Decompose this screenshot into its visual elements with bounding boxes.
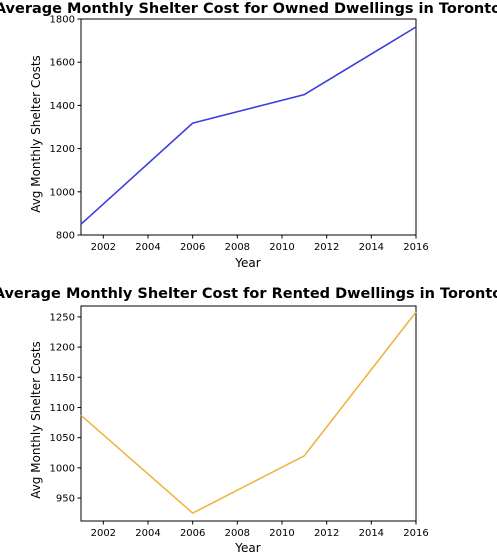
x-tick-label: 2014: [359, 528, 384, 539]
x-axis-label: Year: [234, 256, 260, 270]
series-line: [80, 26, 417, 225]
y-tick-label: 1050: [50, 433, 75, 444]
y-tick-label: 1000: [50, 187, 75, 198]
y-tick-label: 1150: [50, 373, 75, 384]
x-tick-label: 2016: [403, 242, 428, 253]
y-tick-label: 1600: [50, 58, 75, 69]
series-lines: [80, 26, 417, 225]
y-axis-ticks: 950 1000 1050 1100 1150 1200 1250: [50, 312, 81, 505]
x-tick-label: 2016: [403, 528, 428, 539]
x-tick-label: 2002: [91, 528, 116, 539]
y-axis-label: Avg Monthly Shelter Costs: [29, 341, 43, 499]
chart-title: Average Monthly Shelter Cost for Owned D…: [0, 1, 497, 17]
x-tick-label: 2012: [314, 528, 339, 539]
x-tick-label: 2010: [269, 242, 294, 253]
y-tick-label: 800: [56, 231, 75, 242]
rented-dwellings-chart: Average Monthly Shelter Cost for Rented …: [0, 286, 497, 555]
x-tick-label: 2006: [180, 528, 205, 539]
y-tick-label: 1100: [50, 403, 75, 414]
x-tick-label: 2006: [180, 242, 205, 253]
y-axis-ticks: 800 1000 1200 1400 1600 1800: [50, 15, 81, 242]
x-tick-label: 2012: [314, 242, 339, 253]
x-axis-ticks: 2002 2004 2006 2008 2010 2012 2014 2016: [91, 521, 429, 539]
y-tick-label: 1200: [50, 343, 75, 354]
y-tick-label: 1400: [50, 101, 75, 112]
y-tick-label: 1200: [50, 144, 75, 155]
x-tick-label: 2002: [91, 242, 116, 253]
series-line: [80, 311, 417, 514]
owned-dwellings-chart: Average Monthly Shelter Cost for Owned D…: [0, 1, 497, 270]
y-tick-label: 1250: [50, 312, 75, 323]
x-tick-label: 2010: [269, 528, 294, 539]
y-axis-label: Avg Monthly Shelter Costs: [29, 55, 43, 213]
x-axis-ticks: 2002 2004 2006 2008 2010 2012 2014 2016: [91, 235, 429, 253]
x-tick-label: 2008: [225, 528, 250, 539]
x-tick-label: 2004: [135, 528, 160, 539]
x-axis-label: Year: [234, 541, 260, 555]
plot-frame: [80, 305, 417, 522]
y-tick-label: 1800: [50, 15, 75, 26]
series-lines: [80, 311, 417, 514]
x-tick-label: 2008: [225, 242, 250, 253]
plot-frame: [80, 18, 417, 236]
x-tick-label: 2014: [359, 242, 384, 253]
chart-title: Average Monthly Shelter Cost for Rented …: [0, 286, 497, 302]
y-tick-label: 1000: [50, 463, 75, 474]
y-tick-label: 950: [56, 494, 75, 505]
x-tick-label: 2004: [135, 242, 160, 253]
